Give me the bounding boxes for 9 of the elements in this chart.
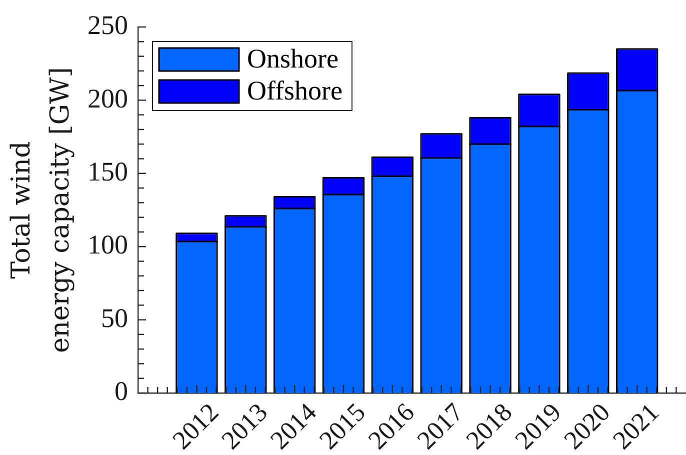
y-tick-label: 100 — [88, 230, 128, 260]
y-tick-label: 150 — [88, 156, 128, 186]
y-tick-label: 250 — [88, 10, 128, 40]
y-tick-label: 0 — [114, 376, 128, 406]
legend-label: Offshore — [247, 76, 342, 106]
y-axis-title: Total wind energy capacity [GW] — [6, 67, 76, 353]
legend-label: Onshore — [247, 44, 338, 74]
y-tick-label: 200 — [88, 83, 128, 114]
y-tick-label: 50 — [101, 302, 128, 333]
